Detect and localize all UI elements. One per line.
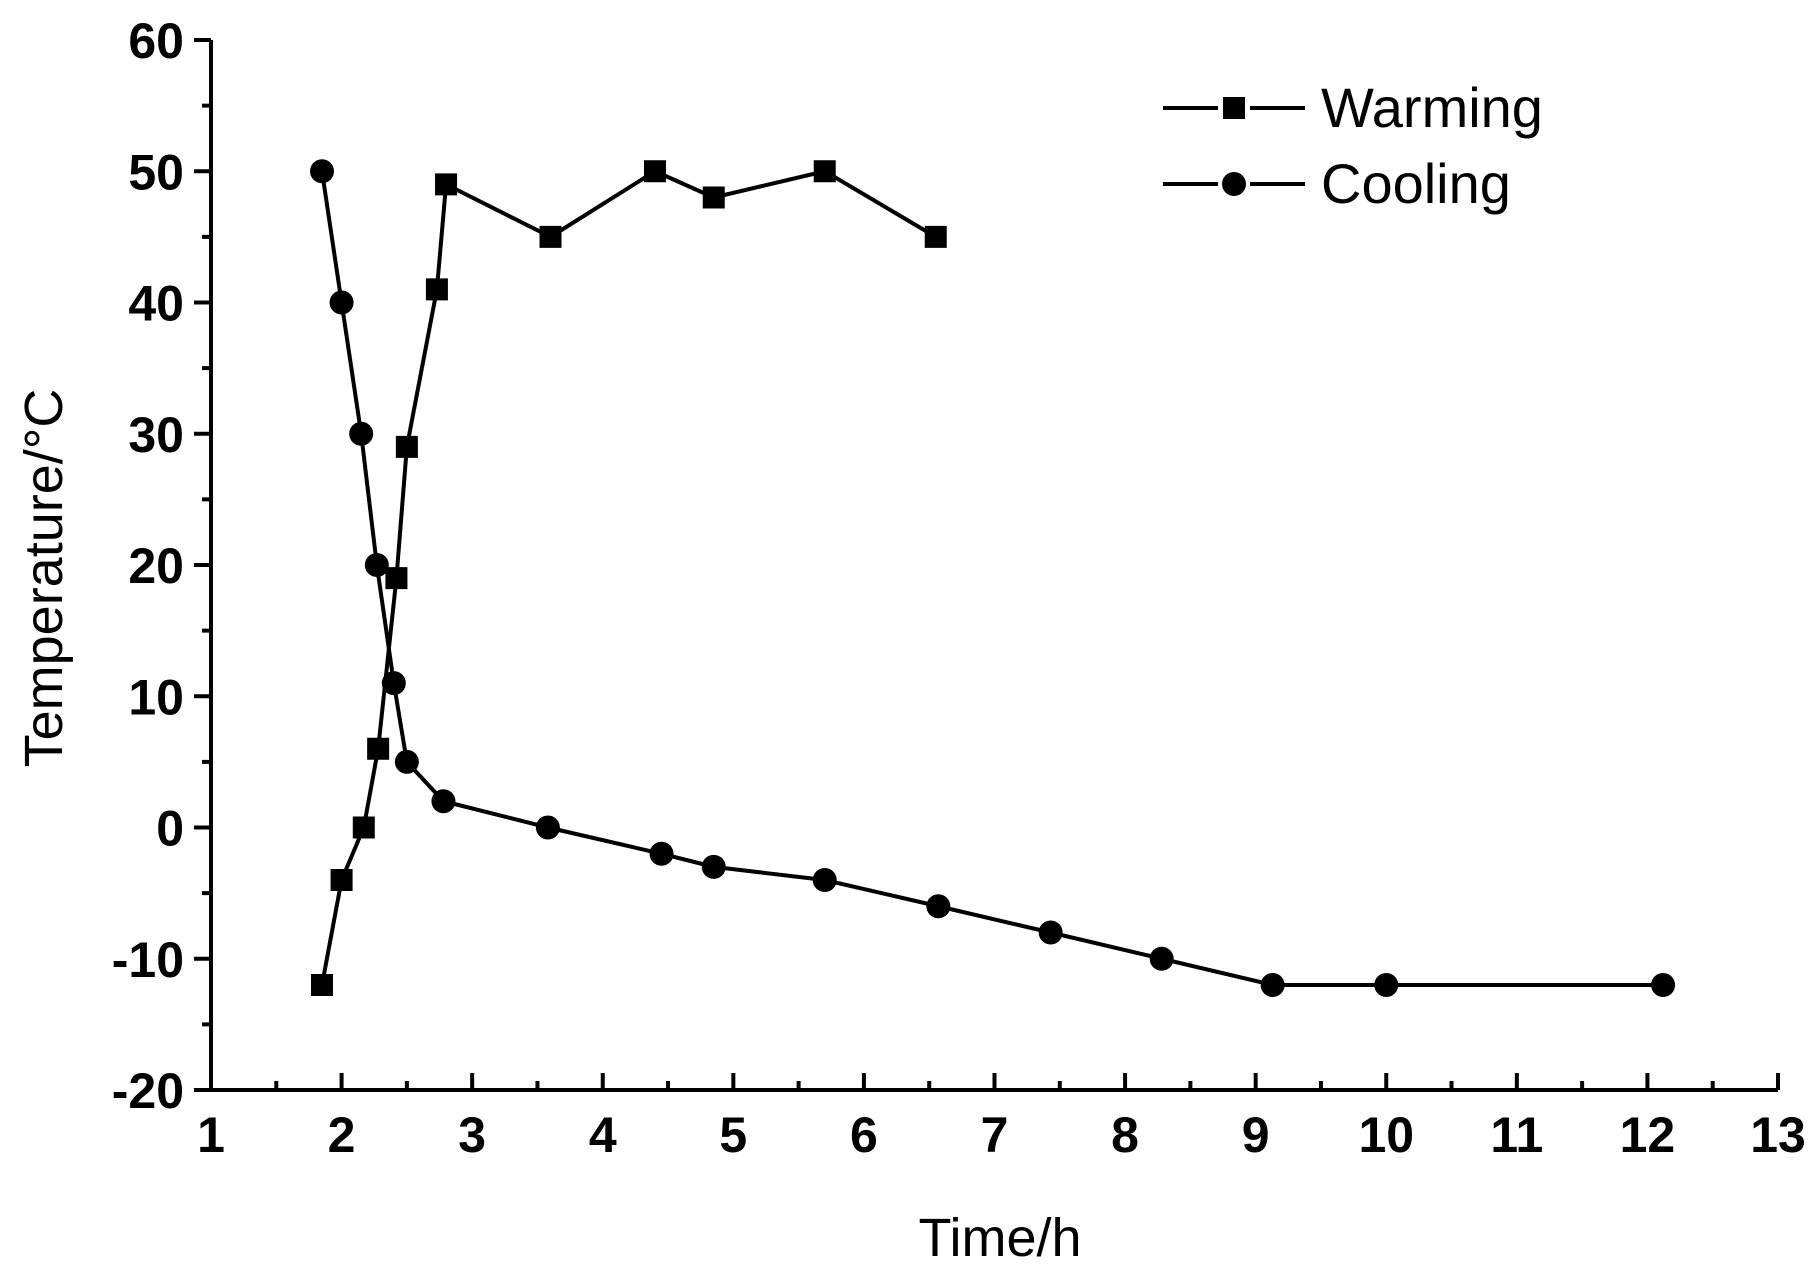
- cooling-point: [701, 854, 726, 879]
- cooling-point: [926, 894, 951, 919]
- warming-point: [702, 186, 725, 209]
- x-tick-label: 1: [197, 1107, 225, 1163]
- warming-point: [425, 278, 448, 301]
- cooling-point: [1651, 973, 1676, 997]
- y-tick-label: 60: [128, 13, 184, 69]
- x-tick-label: 4: [589, 1107, 617, 1163]
- warming-point: [367, 737, 390, 760]
- x-axis-title: Time/h: [918, 1208, 1081, 1268]
- warming-point: [385, 567, 408, 590]
- x-tick-label: 12: [1620, 1107, 1676, 1163]
- cooling-point: [535, 815, 560, 840]
- y-tick-label: 40: [128, 276, 184, 332]
- warming-point: [924, 225, 947, 248]
- legend-item-cooling: Cooling: [1163, 152, 1511, 215]
- x-tick-label: 2: [328, 1107, 356, 1163]
- x-tick-label: 5: [719, 1107, 747, 1163]
- x-tick-label: 6: [850, 1107, 878, 1163]
- x-tick-label: 11: [1490, 1107, 1543, 1163]
- y-tick-label: 20: [128, 538, 184, 594]
- cooling-point: [394, 749, 419, 774]
- cooling-point: [381, 671, 406, 696]
- cooling-point: [349, 421, 374, 446]
- cooling-point: [364, 553, 389, 577]
- cooling-series: [309, 159, 1676, 997]
- y-axis-title: Temperature/°C: [14, 389, 74, 768]
- x-tick-label: 8: [1111, 1107, 1139, 1163]
- legend-label-warming: Warming: [1321, 76, 1543, 139]
- y-tick-label: 30: [128, 407, 184, 463]
- legend-item-warming: Warming: [1163, 76, 1543, 139]
- legend: Warming Cooling: [1163, 76, 1543, 215]
- cooling-point: [1260, 973, 1285, 997]
- warming-point: [395, 435, 418, 458]
- legend-marker-cooling: [1222, 172, 1246, 196]
- legend-label-cooling: Cooling: [1321, 152, 1511, 215]
- cooling-line: [320, 170, 1664, 987]
- cooling-point: [329, 290, 354, 315]
- cooling-point: [431, 789, 456, 814]
- warming-point: [352, 816, 375, 839]
- cooling-point: [309, 159, 334, 184]
- x-tick-label: 7: [981, 1107, 1009, 1163]
- x-tick-label: 10: [1358, 1107, 1414, 1163]
- y-tick-label: 10: [128, 669, 184, 725]
- y-tick-label: -10: [112, 932, 184, 988]
- y-tick-label: 0: [156, 801, 184, 857]
- warming-series: [310, 160, 947, 996]
- warming-line: [320, 169, 937, 986]
- legend-marker-warming: [1223, 97, 1245, 119]
- cooling-point: [1149, 946, 1174, 971]
- warming-point: [310, 974, 333, 996]
- cooling-point: [1038, 920, 1063, 945]
- cooling-point: [812, 868, 837, 892]
- y-tick-label: -20: [112, 1063, 184, 1119]
- series-layer: [309, 159, 1676, 997]
- warming-point: [330, 869, 353, 891]
- warming-point: [813, 160, 836, 183]
- warming-point: [643, 160, 666, 183]
- warming-point: [435, 173, 458, 196]
- y-tick-label: 50: [128, 144, 184, 200]
- cooling-point: [1374, 973, 1399, 997]
- warming-point: [539, 225, 562, 248]
- x-tick-label: 13: [1750, 1107, 1806, 1163]
- x-tick-label: 3: [458, 1107, 486, 1163]
- cooling-point: [649, 841, 674, 866]
- x-tick-label: 9: [1242, 1107, 1270, 1163]
